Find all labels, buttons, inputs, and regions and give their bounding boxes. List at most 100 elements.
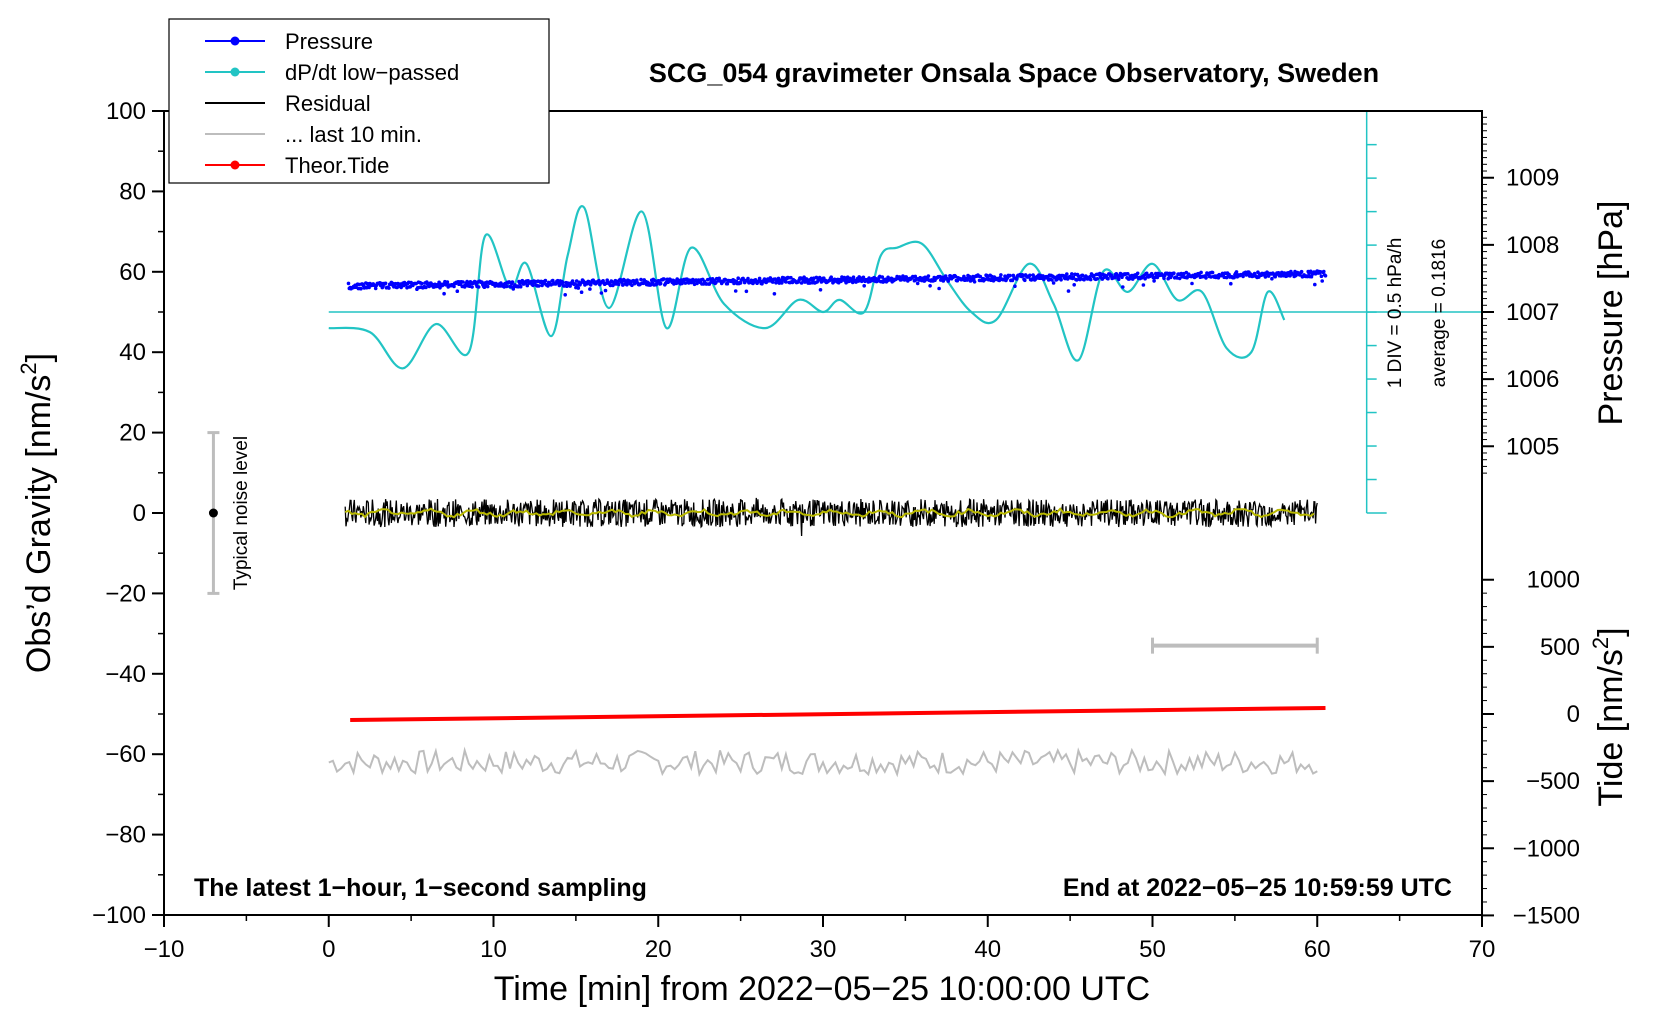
average-label: average = 0.1816 (1429, 239, 1450, 387)
legend-label-0: Pressure (285, 29, 373, 54)
pressure-point (1270, 276, 1274, 281)
pressure-point (383, 281, 388, 286)
pressure-point (537, 284, 541, 288)
pressure-point (817, 275, 822, 280)
pressure-point (599, 291, 604, 295)
tide-axis-label: Tide [nm/s2] (1588, 627, 1630, 806)
pressure-point (662, 277, 666, 281)
pressure-point (861, 275, 866, 280)
pressure-point (851, 275, 856, 280)
pressure-point (452, 284, 456, 289)
y-tick-label-7: 40 (119, 339, 146, 366)
pressure-point (1320, 279, 1324, 283)
pressure-point (531, 283, 535, 288)
pressure-point (1135, 271, 1140, 276)
x-tick-label-1: 0 (322, 936, 335, 963)
pressure-point (1050, 278, 1054, 282)
pressure-axis-label: Pressure [hPa] (1592, 201, 1630, 426)
series-last10 (328, 746, 1318, 778)
pressure-point (504, 284, 509, 289)
y-axis-label: Obs’d Gravity [nm/s2] (16, 353, 58, 673)
x-tick-label-6: 50 (1139, 936, 1166, 963)
pressure-point (588, 287, 592, 291)
pressure-point (1059, 278, 1063, 282)
pressure-point (1088, 277, 1093, 282)
pressure-point (485, 284, 490, 289)
pressure-point (1028, 273, 1032, 278)
pressure-point (1014, 277, 1019, 281)
pressure-point (1299, 269, 1304, 274)
pressure-point (1319, 274, 1324, 279)
legend-label-3: ... last 10 min. (285, 122, 422, 147)
pressure-point (842, 275, 847, 280)
pressure-point (476, 285, 481, 289)
pressure-point (867, 276, 871, 280)
noise-level-label: Typical noise level (231, 436, 252, 590)
pressure-point (588, 283, 593, 287)
y-axis-label-end: ] (20, 353, 58, 362)
pressure-tick-label-3: 1008 (1506, 232, 1559, 259)
pressure-point (1080, 273, 1085, 278)
x-tick-label-0: −10 (144, 936, 185, 963)
pressure-point (1112, 275, 1117, 280)
chart-title: SCG_054 gravimeter Onsala Space Observat… (649, 58, 1379, 88)
x-tick-label-3: 20 (645, 936, 672, 963)
pressure-point (1263, 275, 1268, 279)
pressure-point (1141, 283, 1146, 287)
tide-tick-label-3: 0 (1567, 701, 1580, 728)
pressure-point (1071, 275, 1076, 279)
pressure-point (1143, 276, 1147, 281)
tide-tick-label-5: 1000 (1527, 567, 1580, 594)
pressure-point (470, 285, 474, 289)
pressure-tick-label-1: 1006 (1506, 366, 1559, 393)
pressure-point (983, 277, 988, 282)
x-tick-label-7: 60 (1304, 936, 1331, 963)
pressure-point (579, 281, 583, 285)
series-residual (344, 497, 1318, 537)
tide-axis-label-main: Tide [nm/s (1592, 649, 1630, 806)
pressure-point (1152, 279, 1156, 283)
y-tick-label-5: 0 (133, 500, 146, 527)
pressure-point (1106, 276, 1110, 281)
y-tick-label-4: −20 (105, 580, 146, 607)
pressure-point (780, 281, 784, 285)
pressure-point (717, 276, 721, 281)
pressure-point (543, 278, 548, 283)
x-tick-label-2: 10 (480, 936, 507, 963)
pressure-point (367, 285, 371, 290)
pressure-point (880, 275, 885, 279)
pressure-point (1116, 277, 1121, 282)
pressure-point (799, 281, 804, 285)
x-tick-label-5: 40 (974, 936, 1001, 963)
pressure-point (789, 275, 793, 280)
pressure-point (1126, 272, 1130, 276)
pressure-point (518, 284, 523, 289)
pressure-point (1072, 283, 1076, 287)
bottom-right-note: End at 2022−05−25 10:59:59 UTC (1063, 874, 1452, 902)
div-scale-label: 1 DIV = 0.5 hPa/h (1385, 238, 1406, 389)
pressure-point (1065, 272, 1069, 276)
legend-box (168, 18, 550, 184)
pressure-point (1013, 284, 1017, 289)
tide-axis-label-end: ] (1592, 627, 1630, 636)
pressure-point (1155, 275, 1160, 280)
series-residual-lowpass (344, 507, 1315, 519)
pressure-point (1204, 276, 1208, 280)
y-tick-label-8: 60 (119, 259, 146, 286)
pressure-point (620, 280, 624, 285)
pressure-point (784, 280, 788, 284)
pressure-point (1172, 271, 1176, 276)
pressure-point (373, 286, 378, 291)
legend-marker-4 (230, 160, 240, 170)
pressure-point (442, 291, 446, 296)
pressure-point (461, 280, 465, 284)
pressure-point (1313, 282, 1317, 287)
pressure-point (772, 292, 777, 296)
legend-label-4: Theor.Tide (285, 153, 389, 178)
pressure-point (1162, 276, 1166, 281)
pressure-tick-label-4: 1009 (1506, 165, 1559, 192)
pressure-point (445, 280, 450, 284)
legend-marker-0 (230, 36, 240, 46)
pressure-tick-label-0: 1005 (1506, 433, 1559, 460)
